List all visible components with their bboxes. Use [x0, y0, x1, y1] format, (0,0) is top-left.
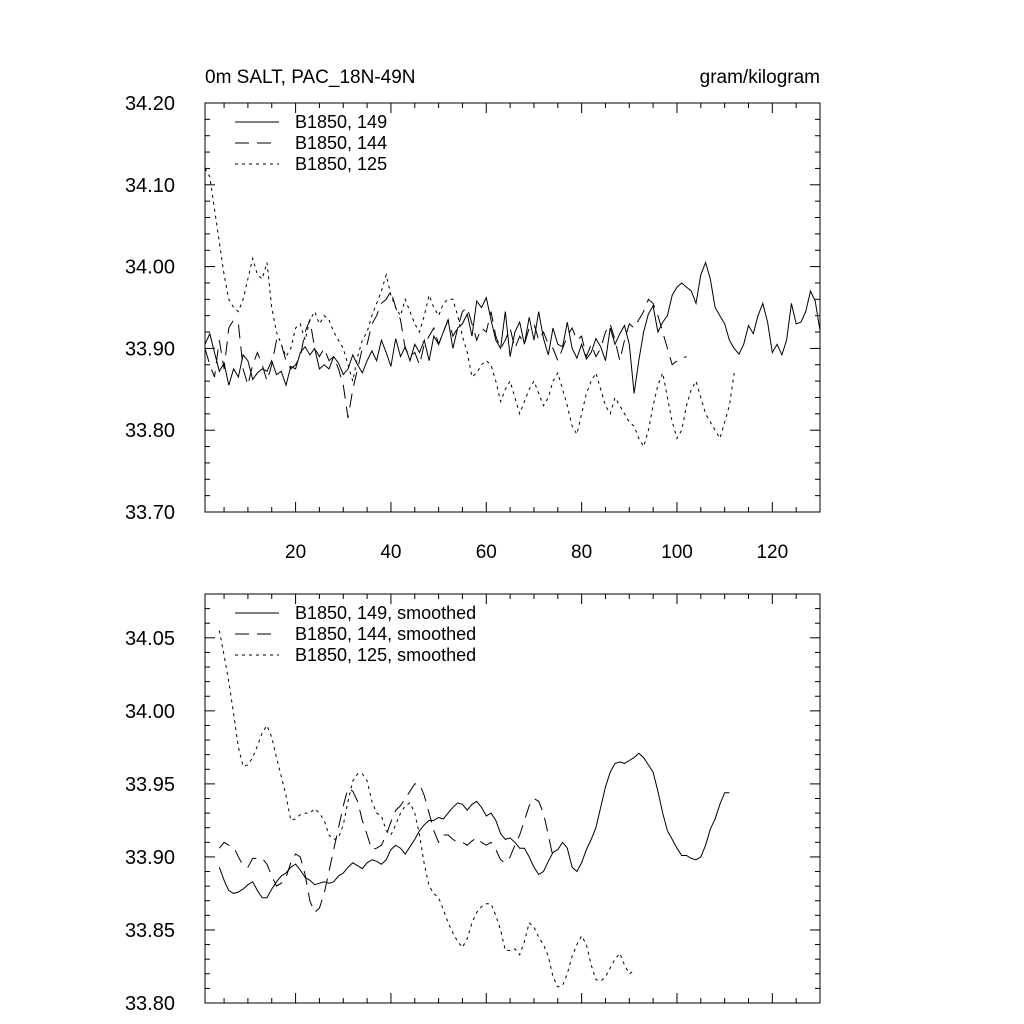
legend-label: B1850, 144	[295, 133, 387, 153]
x-tick-label: 20	[285, 542, 306, 563]
legend-label: B1850, 125	[295, 154, 387, 174]
y-tick-label: 33.85	[125, 920, 175, 942]
legend-label: B1850, 149, smoothed	[295, 603, 476, 623]
series-line-solid	[218, 752, 730, 899]
series-line-dashed	[218, 783, 554, 914]
legend-label: B1850, 125, smoothed	[295, 645, 476, 665]
top-panel: 0m SALT, PAC_18N-49N gram/kilogram 20 40 6…	[125, 67, 821, 563]
y-tick-label: 34.05	[125, 628, 175, 650]
x-tick-label: 100	[661, 542, 693, 563]
y-tick-label: 34.00	[125, 701, 175, 723]
y-tick-label: 33.95	[125, 774, 175, 796]
bottom-panel: 33.80 33.85 33.90 33.95 34.00 34.05 B1850, 14…	[125, 593, 821, 1015]
top-panel-title: 0m SALT, PAC_18N-49N	[205, 67, 416, 88]
series-line-dotted	[204, 168, 735, 448]
top-panel-frame	[204, 102, 821, 513]
x-tick-label: 40	[380, 542, 401, 563]
series-line-solid	[204, 260, 821, 394]
y-tick-label: 33.90	[125, 847, 175, 869]
y-tick-label: 33.90	[125, 338, 175, 360]
y-tick-label: 33.70	[125, 502, 175, 524]
top-panel-series	[204, 168, 821, 448]
bottom-panel-ticks: 33.80 33.85 33.90 33.95 34.00 34.05	[125, 593, 821, 1015]
series-line-dotted	[218, 630, 635, 988]
x-tick-label: 80	[571, 542, 592, 563]
legend-label: B1850, 144, smoothed	[295, 624, 476, 644]
y-tick-label: 34.20	[125, 93, 175, 115]
series-line-dashed	[204, 289, 687, 418]
x-tick-label: 60	[476, 542, 497, 563]
legend-label: B1850, 149	[295, 112, 387, 132]
x-tick-label: 120	[756, 542, 788, 563]
top-panel-units: gram/kilogram	[700, 67, 820, 88]
y-tick-label: 34.10	[125, 175, 175, 197]
y-tick-label: 33.80	[125, 420, 175, 442]
top-panel-ticks: 20 40 60 80 100 120 33.70 33.80 33.90 34.00 34.10 3…	[125, 93, 821, 563]
y-tick-label: 34.00	[125, 257, 175, 279]
y-tick-label: 33.80	[125, 993, 175, 1015]
bottom-panel-series	[218, 630, 730, 988]
